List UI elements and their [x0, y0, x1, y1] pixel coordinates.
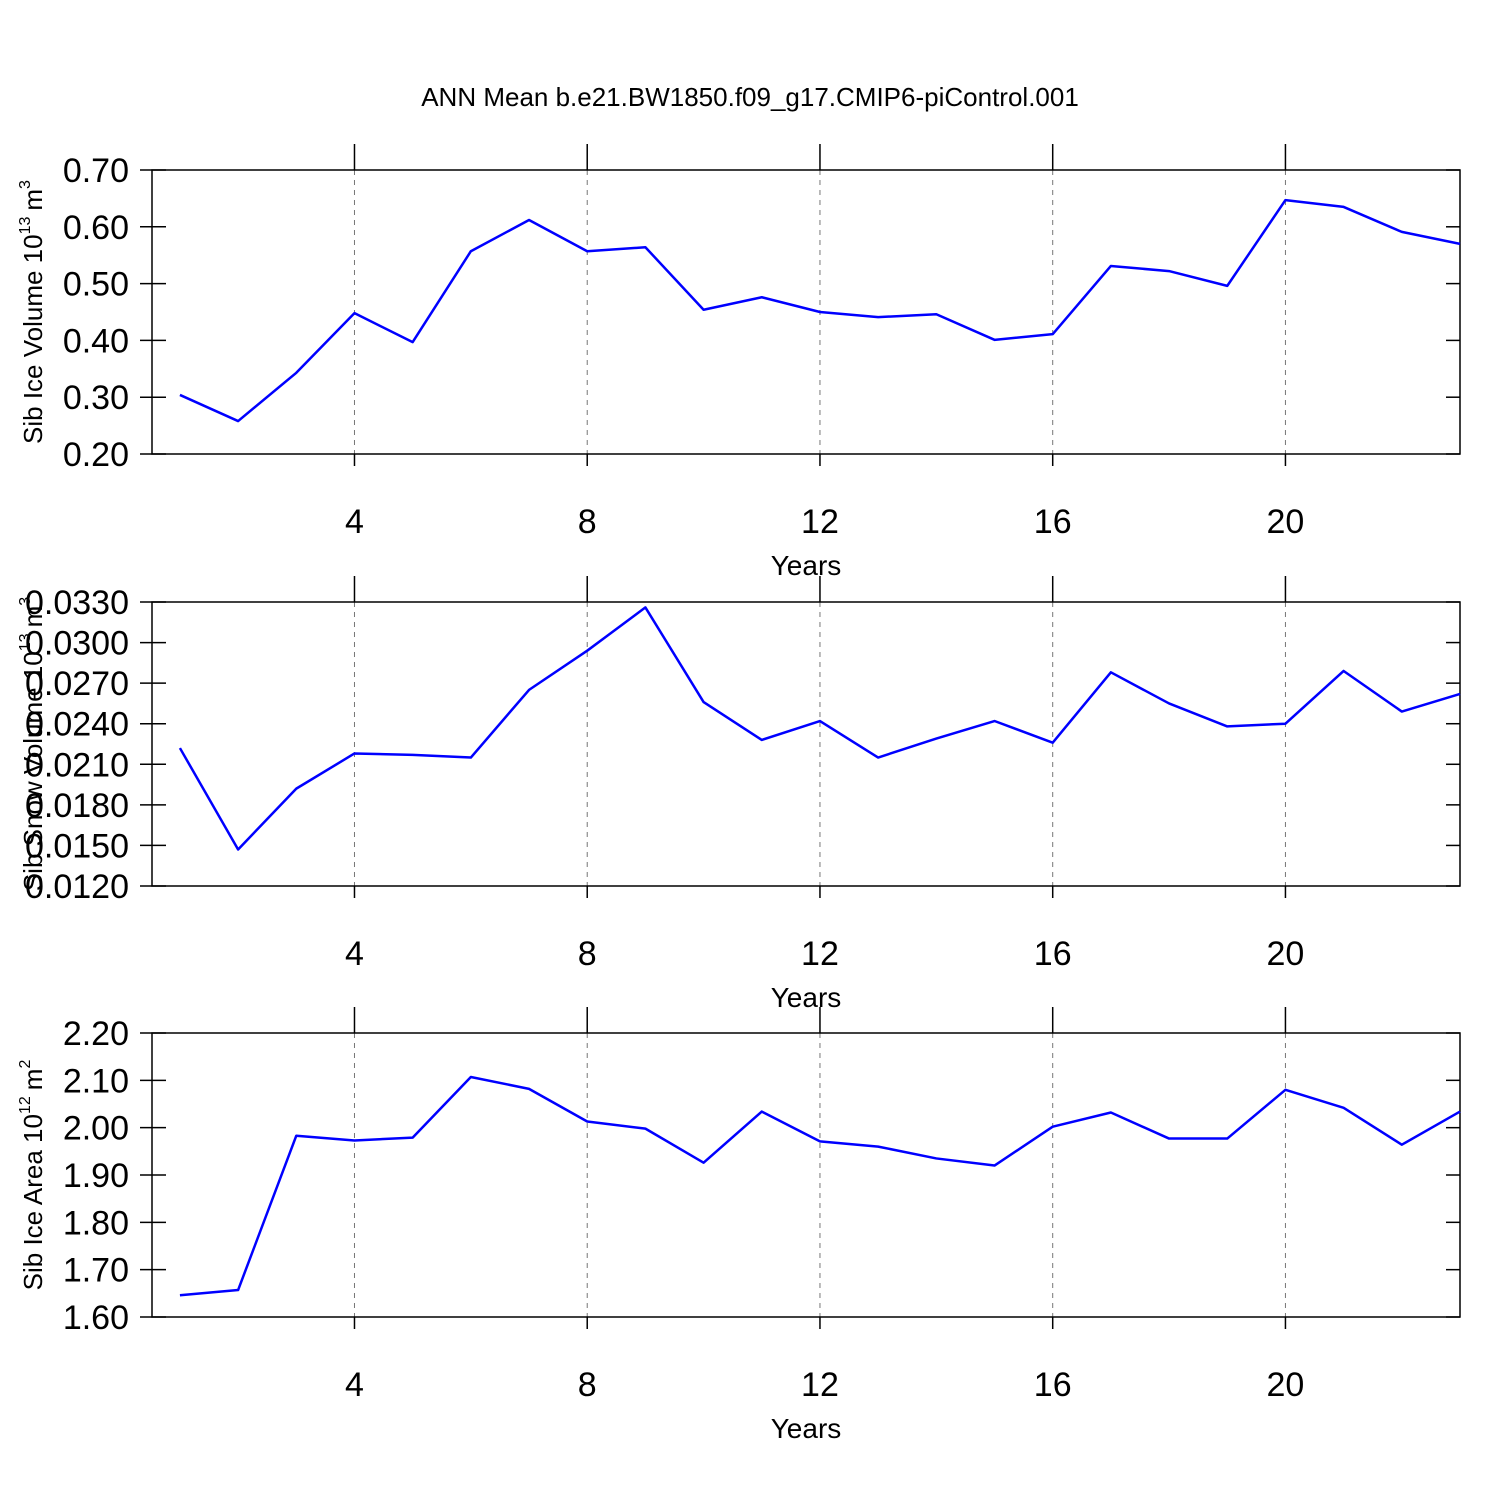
y-tick-label: 0.30 — [63, 379, 129, 417]
y-axis-label: Sib Snow Volume 1013 m3 — [17, 597, 48, 891]
x-axis-label: Years — [771, 1413, 842, 1444]
y-axis-label-group: Sib Snow Volume 1013 m3 — [17, 597, 48, 891]
y-tick-label: 0.70 — [63, 152, 129, 190]
y-tick-label: 2.20 — [63, 1015, 129, 1053]
x-tick-label: 20 — [1267, 1366, 1305, 1404]
plot-frame — [151, 601, 1461, 887]
x-tick-label: 16 — [1034, 935, 1072, 973]
chart-title: ANN Mean b.e21.BW1850.f09_g17.CMIP6-piCo… — [421, 82, 1079, 112]
data-line — [178, 606, 1461, 851]
y-axis-label-unit-exponent: 2 — [17, 1060, 34, 1069]
y-tick-label: 0.0240 — [25, 706, 129, 744]
y-axis-label-exponent: 13 — [17, 217, 34, 235]
y-tick-label: 0.0210 — [25, 746, 129, 784]
y-tick-label: 0.50 — [63, 266, 129, 304]
x-tick-label: 20 — [1267, 503, 1305, 541]
x-tick-label: 16 — [1034, 1366, 1072, 1404]
x-tick-label: 20 — [1267, 935, 1305, 973]
y-axis-label: Sib Ice Volume 1013 m3 — [17, 180, 48, 444]
y-tick-label: 2.10 — [63, 1062, 129, 1100]
x-axis-label: Years — [771, 550, 842, 581]
y-axis-label-unit: m — [18, 189, 48, 211]
y-tick-label: 0.40 — [63, 322, 129, 360]
y-axis-label-text: Sib Ice Volume 10 — [18, 234, 48, 444]
data-line — [179, 1075, 1461, 1297]
y-axis-label-exponent: 12 — [17, 1096, 34, 1114]
y-tick-label: 0.20 — [63, 436, 129, 474]
y-tick-label: 1.70 — [63, 1252, 129, 1290]
y-axis-label-exponent: 13 — [17, 633, 34, 651]
y-axis-label-unit-exponent: 3 — [17, 597, 34, 606]
x-tick-label: 12 — [801, 503, 839, 541]
y-axis-label-text: Sib Snow Volume 10 — [18, 651, 48, 891]
y-axis-label-unit: m — [18, 1069, 48, 1091]
y-tick-label: 1.80 — [63, 1204, 129, 1242]
y-tick-label: 1.60 — [63, 1299, 129, 1337]
x-tick-label: 4 — [345, 503, 364, 541]
y-tick-label: 2.00 — [63, 1110, 129, 1148]
plot-frame — [151, 1032, 1461, 1318]
x-tick-label: 12 — [801, 935, 839, 973]
data-line — [179, 198, 1461, 423]
plot-frame — [151, 169, 1461, 455]
y-tick-label: 0.60 — [63, 209, 129, 247]
y-axis-label: Sib Ice Area 1012 m2 — [17, 1060, 48, 1291]
y-axis-label-unit-exponent: 3 — [17, 180, 34, 189]
y-axis-label-unit: m — [18, 606, 48, 628]
x-tick-label: 16 — [1034, 503, 1072, 541]
y-tick-label: 0.0180 — [25, 787, 129, 825]
x-axis-label: Years — [771, 982, 842, 1013]
y-tick-label: 0.0150 — [25, 827, 129, 865]
y-axis-label-group: Sib Ice Volume 1013 m3 — [17, 180, 48, 444]
x-tick-label: 4 — [345, 1366, 364, 1404]
x-tick-label: 8 — [578, 503, 597, 541]
x-tick-label: 8 — [578, 935, 597, 973]
y-tick-label: 0.0120 — [25, 868, 129, 906]
x-tick-label: 8 — [578, 1366, 597, 1404]
y-axis-label-group: Sib Ice Area 1012 m2 — [17, 1060, 48, 1291]
x-tick-label: 4 — [345, 935, 364, 973]
y-axis-label-text: Sib Ice Area 10 — [18, 1114, 48, 1290]
y-tick-label: 0.0300 — [25, 625, 129, 663]
y-tick-label: 1.90 — [63, 1157, 129, 1195]
y-tick-label: 0.0330 — [25, 584, 129, 622]
y-tick-label: 0.0270 — [25, 665, 129, 703]
x-tick-label: 12 — [801, 1366, 839, 1404]
